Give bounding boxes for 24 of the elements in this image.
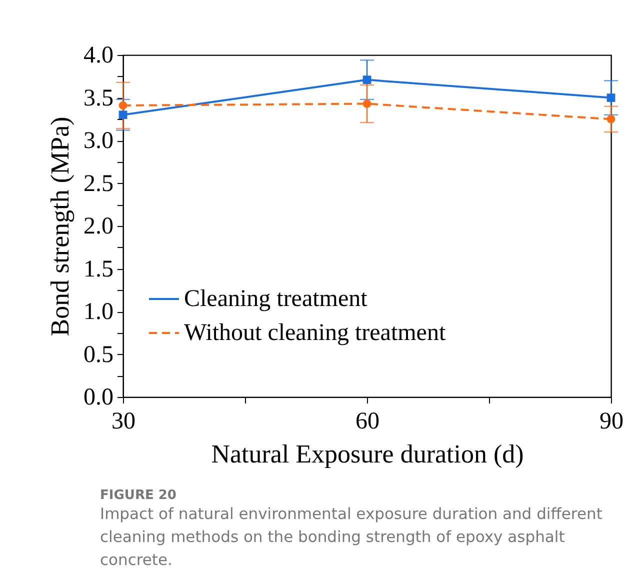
x-tick-label: 60 — [356, 408, 380, 434]
x-tick-label: 30 — [112, 408, 136, 434]
legend-label: Without cleaning treatment — [184, 320, 446, 346]
point — [606, 94, 616, 102]
y-tick-label: 4.0 — [84, 42, 114, 68]
y-tick-label: 2.0 — [84, 214, 114, 240]
y-tick-label: 0.5 — [84, 342, 114, 368]
point — [362, 76, 372, 84]
point — [606, 114, 616, 124]
point — [362, 100, 372, 108]
caption: FIGURE 20 — [100, 488, 178, 503]
point — [118, 110, 128, 120]
y-axis-title: Bond strength (MPa) — [46, 116, 74, 336]
x-axis-title: Natural Exposure duration (d) — [211, 440, 524, 468]
y-tick-label: 3.5 — [84, 85, 114, 112]
y-tick-label: 3.0 — [84, 128, 114, 154]
point — [118, 101, 128, 110]
y-tick-label: 1.5 — [84, 256, 114, 282]
y-tick-label: 1.0 — [84, 299, 114, 325]
legend-label: Cleaning treatment — [184, 286, 368, 312]
y-tick-label: 2.5 — [84, 170, 114, 197]
x-tick-label: 90 — [600, 408, 624, 434]
y-tick-label: 0.0 — [84, 384, 114, 410]
text: Impact of natural environmental exposure duration and different cleaning methods on the bonding strength of epoxy asphalt concrete. — [100, 504, 604, 571]
